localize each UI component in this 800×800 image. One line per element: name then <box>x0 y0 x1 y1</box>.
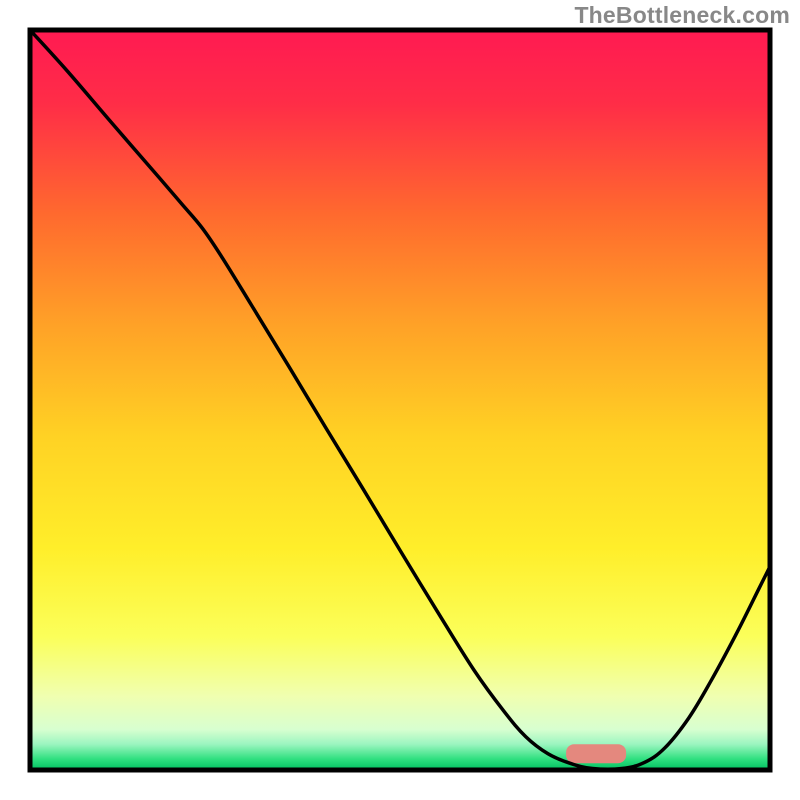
watermark-text: TheBottleneck.com <box>574 2 790 29</box>
chart-container: TheBottleneck.com <box>0 0 800 800</box>
bottleneck-chart <box>0 0 800 800</box>
gradient-background <box>30 30 770 770</box>
optimal-marker <box>566 744 626 763</box>
